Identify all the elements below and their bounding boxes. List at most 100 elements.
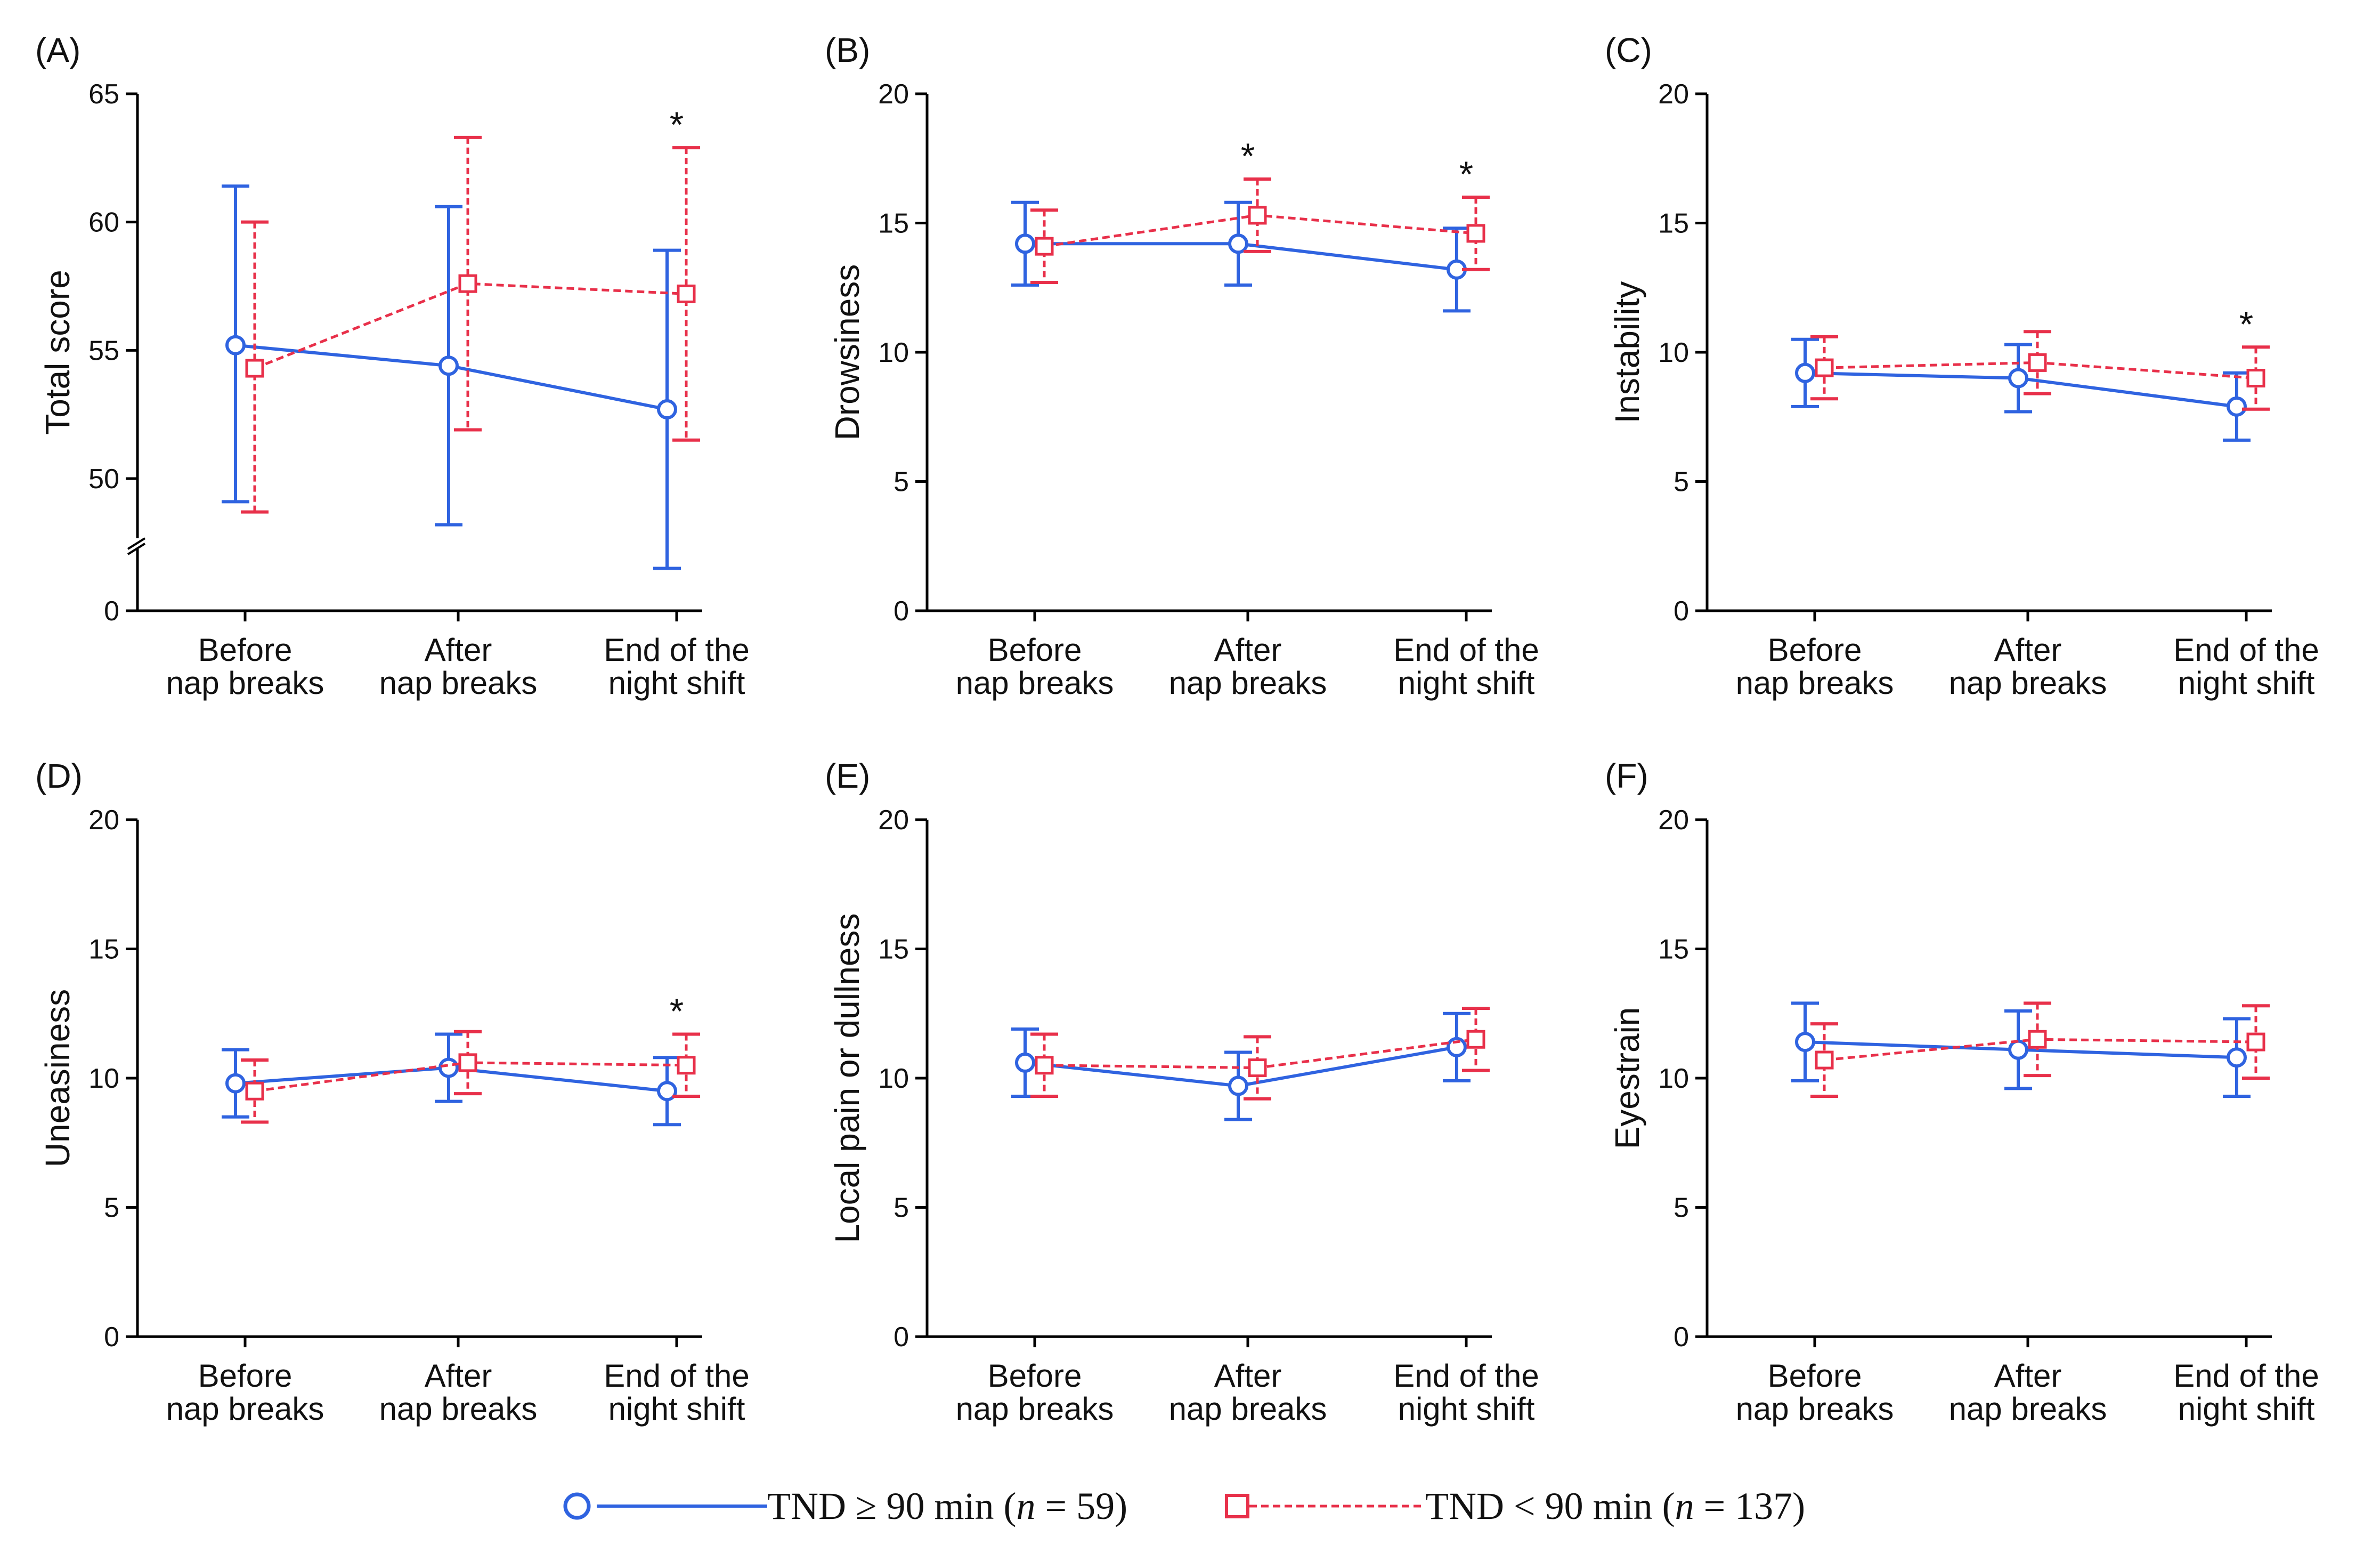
- data-point-circle: [2008, 368, 2028, 389]
- y-tick-label: 20: [878, 805, 909, 836]
- x-tick-label: night shift: [608, 665, 745, 701]
- data-point-square: [1466, 1030, 1485, 1049]
- data-point-circle: [1228, 1075, 1248, 1096]
- y-tick-label: 0: [893, 1322, 909, 1353]
- x-tick-label: night shift: [1398, 665, 1535, 701]
- data-point-square: [1035, 1056, 1054, 1075]
- x-tick-label: night shift: [1398, 1391, 1535, 1427]
- x-tick-label: After: [425, 632, 492, 668]
- x-tick-label: End of the: [2173, 1358, 2319, 1394]
- data-point-square: [677, 284, 696, 303]
- x-tick-label: nap breaks: [379, 665, 538, 701]
- y-tick-label: 5: [104, 1193, 119, 1224]
- panel-letter: (E): [825, 757, 870, 795]
- y-tick-label: 10: [878, 337, 909, 368]
- x-tick-label: nap breaks: [956, 1391, 1114, 1427]
- data-point-square: [458, 1053, 477, 1072]
- data-point-square: [245, 1081, 264, 1101]
- y-tick-label: 15: [88, 934, 119, 965]
- panel-letter: (A): [35, 31, 80, 69]
- significance-star: *: [1459, 154, 1473, 195]
- x-tick-label: nap breaks: [956, 665, 1114, 701]
- y-tick-label: 10: [88, 1063, 119, 1094]
- data-point-circle: [657, 1081, 677, 1102]
- y-tick-label: 20: [878, 79, 909, 110]
- x-tick-label: End of the: [604, 632, 750, 668]
- x-tick-label: After: [1214, 632, 1282, 668]
- x-tick-label: nap breaks: [1169, 1391, 1327, 1427]
- data-point-circle: [1228, 233, 1248, 254]
- y-tick-label: 10: [878, 1063, 909, 1094]
- significance-star: *: [1241, 136, 1255, 176]
- x-tick-label: nap breaks: [379, 1391, 538, 1427]
- x-tick-label: End of the: [1393, 632, 1539, 668]
- x-tick-label: night shift: [2178, 1391, 2315, 1427]
- y-tick-label: 60: [88, 207, 119, 238]
- legend-a-suffix: = 59): [1035, 1485, 1127, 1527]
- x-tick-label: After: [425, 1358, 492, 1394]
- y-tick-label: 15: [878, 934, 909, 965]
- x-tick-label: Before: [988, 1358, 1082, 1394]
- data-point-circle: [1447, 1037, 1467, 1057]
- axis-break-mark: [127, 543, 146, 555]
- y-tick-label: 0: [104, 1322, 119, 1353]
- data-point-circle: [2227, 1047, 2247, 1068]
- data-point-circle: [1015, 233, 1035, 254]
- legend-b-n: n: [1675, 1485, 1694, 1527]
- y-axis-label: Drowsiness: [828, 264, 866, 441]
- y-axis-label: Instability: [1608, 281, 1646, 424]
- y-tick-label: 10: [1658, 1063, 1689, 1094]
- legend-label-series-a: TND ≥ 90 min (n = 59): [767, 1485, 1127, 1527]
- data-point-square: [2028, 353, 2047, 372]
- x-tick-label: Before: [1768, 632, 1862, 668]
- x-tick-label: nap breaks: [166, 1391, 324, 1427]
- data-point-square: [2028, 1030, 2047, 1049]
- y-tick-label: 0: [104, 596, 119, 627]
- data-point-square: [1248, 1058, 1267, 1078]
- x-tick-label: night shift: [608, 1391, 745, 1427]
- series-line-tnd-lt-90: [254, 282, 687, 370]
- data-point-circle: [1795, 1032, 1815, 1053]
- data-point-circle: [438, 355, 459, 376]
- y-tick-label: 10: [1658, 337, 1689, 368]
- data-point-circle: [225, 1073, 246, 1094]
- data-point-square: [677, 1056, 696, 1075]
- legend-marker-square: [1225, 1494, 1249, 1518]
- y-tick-label: 15: [1658, 934, 1689, 965]
- significance-star: *: [670, 104, 684, 145]
- x-tick-label: After: [1214, 1358, 1282, 1394]
- x-tick-label: After: [1994, 1358, 2062, 1394]
- y-tick-label: 15: [878, 208, 909, 239]
- y-tick-label: 20: [1658, 79, 1689, 110]
- x-tick-label: Before: [198, 632, 293, 668]
- x-tick-label: nap breaks: [1949, 665, 2107, 701]
- x-tick-label: nap breaks: [1949, 1391, 2107, 1427]
- data-point-square: [2246, 1032, 2265, 1051]
- panel-letter: (D): [35, 757, 83, 795]
- y-tick-label: 5: [1674, 1193, 1689, 1224]
- axis-break-mark: [127, 537, 146, 550]
- x-tick-label: End of the: [604, 1358, 750, 1394]
- y-axis-label: Eyestrain: [1608, 1007, 1646, 1150]
- y-tick-label: 0: [893, 596, 909, 627]
- legend-a-n: n: [1016, 1485, 1035, 1527]
- data-point-circle: [2227, 396, 2247, 417]
- y-tick-label: 15: [1658, 208, 1689, 239]
- data-point-square: [458, 274, 477, 293]
- data-point-circle: [657, 399, 677, 420]
- x-tick-label: Before: [198, 1358, 293, 1394]
- data-point-circle: [2008, 1039, 2028, 1060]
- legend: TND ≥ 90 min (n = 59) TND < 90 min (n = …: [563, 1485, 1805, 1527]
- data-point-square: [1815, 358, 1834, 377]
- data-point-circle: [1015, 1052, 1035, 1073]
- series-line-tnd-ge-90: [235, 343, 668, 411]
- data-point-square: [2246, 369, 2265, 387]
